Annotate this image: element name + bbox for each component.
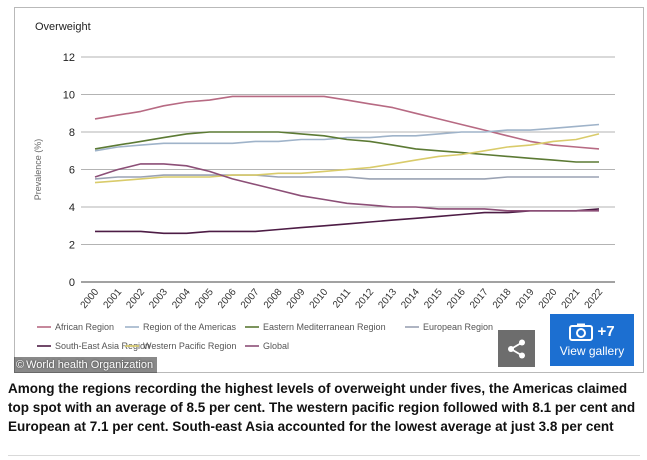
legend-label: Western Pacific Region — [143, 341, 236, 351]
x-tick-label: 2002 — [124, 287, 147, 311]
y-tick-label: 10 — [63, 90, 75, 102]
y-tick-label: 4 — [69, 202, 75, 214]
x-tick-label: 2009 — [285, 287, 308, 311]
x-tick-label: 2021 — [560, 287, 583, 311]
chart-title: Overweight — [35, 21, 91, 33]
x-tick-label: 2004 — [170, 287, 193, 311]
x-tick-label: 2003 — [147, 287, 170, 311]
figure: Overweight 0 2 4 6 8 10 12 Prevalence (%) 2000 200… — [14, 7, 644, 373]
x-tick-label: 2007 — [239, 287, 262, 311]
series-line — [95, 208, 600, 235]
series-line — [94, 133, 600, 184]
caption-divider — [8, 455, 640, 456]
x-tick-label: 2000 — [79, 287, 102, 311]
y-tick-label: 2 — [69, 240, 75, 252]
series-line — [94, 123, 600, 152]
y-tick-label: 12 — [63, 52, 75, 64]
image-caption: Among the regions recording the highest … — [8, 381, 636, 434]
x-tick-label: 2001 — [101, 287, 124, 311]
x-tick-label: 2008 — [262, 287, 285, 311]
gallery-count: +7 — [597, 323, 615, 340]
series-line — [94, 163, 599, 212]
x-tick-label: 2022 — [583, 287, 606, 311]
x-tick-label: 2015 — [422, 287, 445, 311]
x-tick-label: 2018 — [491, 287, 514, 311]
credit-text: World health Organization — [26, 359, 154, 371]
x-tick-label: 2016 — [445, 287, 468, 311]
legend-label: Eastern Mediterranean Region — [263, 322, 386, 332]
x-tick-label: 2013 — [376, 287, 399, 311]
x-tick-label: 2014 — [399, 287, 422, 311]
legend-label: Region of the Americas — [143, 322, 237, 332]
y-axis-title: Prevalence (%) — [33, 139, 43, 201]
x-tick-label: 2010 — [308, 287, 331, 311]
view-gallery-button[interactable]: +7 View gallery — [550, 314, 634, 366]
x-tick-label: 2020 — [537, 287, 560, 311]
x-tick-label: 2017 — [468, 287, 491, 311]
legend-label: European Region — [423, 322, 493, 332]
share-button[interactable] — [498, 330, 535, 367]
camera-icon — [569, 323, 594, 341]
series-line — [94, 95, 600, 150]
x-tick-label: 2012 — [353, 287, 376, 311]
y-tick-label: 0 — [69, 277, 75, 289]
share-icon — [507, 339, 525, 358]
x-tick-label: 2005 — [193, 287, 216, 311]
x-tick-label: 2019 — [514, 287, 537, 311]
series-line — [94, 174, 599, 180]
legend-label: South-East Asia Region — [55, 341, 150, 351]
y-tick-label: 6 — [69, 165, 75, 177]
x-tick-label: 2011 — [331, 287, 354, 311]
image-credit: © World health Organization — [14, 357, 158, 373]
x-tick-label: 2006 — [216, 287, 239, 311]
legend-label: African Region — [55, 322, 114, 332]
y-tick-label: 8 — [69, 127, 75, 139]
gallery-label: View gallery — [559, 343, 625, 358]
series-line — [94, 131, 599, 163]
chart-panel: Overweight 0 2 4 6 8 10 12 Prevalence (%) 2000 200… — [14, 7, 644, 373]
copyright-symbol: © — [16, 359, 25, 371]
legend-label: Global — [263, 341, 289, 351]
